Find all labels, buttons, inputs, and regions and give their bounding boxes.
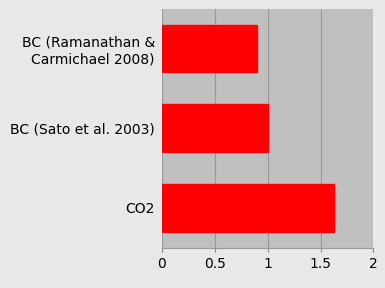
Bar: [162, 24, 257, 72]
Bar: [162, 184, 334, 232]
Bar: [162, 104, 268, 152]
